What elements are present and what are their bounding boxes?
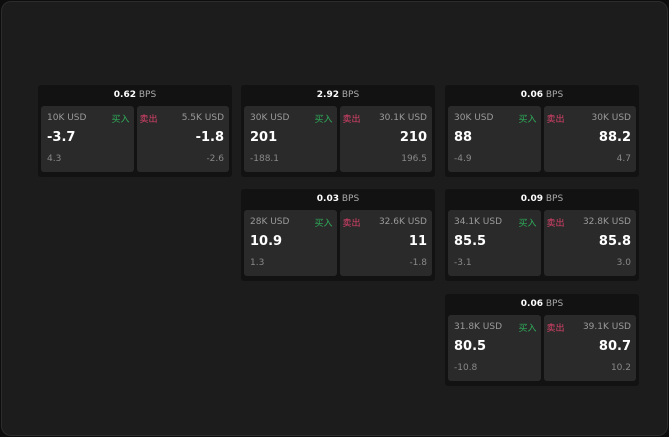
buy-tile[interactable]: 10K USD 买入 -3.7 4.3 bbox=[41, 106, 134, 172]
spread-unit: BPS bbox=[341, 194, 360, 204]
buy-change: 1.3 bbox=[250, 258, 265, 268]
sell-tile[interactable]: 30K USD 卖出 88.2 4.7 bbox=[543, 106, 636, 172]
spread-unit: BPS bbox=[545, 194, 564, 204]
buy-price: -3.7 bbox=[47, 130, 76, 145]
sell-price: 88.2 bbox=[598, 130, 631, 145]
buy-label: 买入 bbox=[314, 219, 333, 229]
spread-value: 0.06 bbox=[520, 299, 543, 309]
sell-change: 4.7 bbox=[616, 154, 631, 164]
buy-label: 买入 bbox=[518, 219, 537, 229]
spread-header: 0.06 BPS bbox=[445, 85, 639, 106]
sell-change: 10.2 bbox=[610, 363, 631, 373]
sell-label: 卖出 bbox=[546, 219, 565, 229]
spread-value: 0.09 bbox=[520, 194, 543, 204]
buy-size: 34.1K USD bbox=[454, 217, 503, 227]
spread-unit: BPS bbox=[545, 90, 564, 100]
buy-size: 30K USD bbox=[250, 113, 290, 123]
buy-price: 80.5 bbox=[454, 339, 487, 354]
sell-price: 11 bbox=[408, 234, 427, 249]
sell-change: -2.6 bbox=[206, 154, 224, 164]
buy-size: 28K USD bbox=[250, 217, 290, 227]
buy-price: 10.9 bbox=[250, 234, 283, 249]
buy-price: 85.5 bbox=[454, 234, 487, 249]
sell-size: 5.5K USD bbox=[181, 113, 224, 123]
buy-change: -188.1 bbox=[250, 154, 280, 164]
buy-tile[interactable]: 34.1K USD 买入 85.5 -3.1 bbox=[448, 210, 541, 276]
sell-label: 卖出 bbox=[342, 219, 361, 229]
buy-size: 10K USD bbox=[47, 113, 87, 123]
spread-header: 0.09 BPS bbox=[445, 189, 639, 210]
buy-tile[interactable]: 28K USD 买入 10.9 1.3 bbox=[244, 210, 337, 276]
buy-change: -3.1 bbox=[454, 258, 472, 268]
spread-header: 0.03 BPS bbox=[241, 189, 435, 210]
sell-price: 210 bbox=[399, 130, 427, 145]
buy-label: 买入 bbox=[518, 115, 537, 125]
quote-card: 0.06 BPS 31.8K USD 买入 80.5 -10.8 39.1K U… bbox=[445, 294, 639, 386]
sell-size: 39.1K USD bbox=[582, 322, 631, 332]
buy-tile[interactable]: 31.8K USD 买入 80.5 -10.8 bbox=[448, 315, 541, 381]
sell-size: 32.6K USD bbox=[378, 217, 427, 227]
quote-card: 0.09 BPS 34.1K USD 买入 85.5 -3.1 32.8K US… bbox=[445, 189, 639, 281]
sell-size: 30.1K USD bbox=[378, 113, 427, 123]
sell-tile[interactable]: 5.5K USD 卖出 -1.8 -2.6 bbox=[136, 106, 229, 172]
spread-value: 0.06 bbox=[520, 90, 543, 100]
buy-size: 31.8K USD bbox=[454, 322, 503, 332]
sell-change: 196.5 bbox=[401, 154, 427, 164]
spread-unit: BPS bbox=[138, 90, 157, 100]
buy-label: 买入 bbox=[111, 115, 130, 125]
spread-unit: BPS bbox=[341, 90, 360, 100]
buy-change: -10.8 bbox=[454, 363, 478, 373]
buy-label: 买入 bbox=[314, 115, 333, 125]
spread-unit: BPS bbox=[545, 299, 564, 309]
spread-header: 0.06 BPS bbox=[445, 294, 639, 315]
sell-change: 3.0 bbox=[616, 258, 631, 268]
sell-tile[interactable]: 32.8K USD 卖出 85.8 3.0 bbox=[543, 210, 636, 276]
sell-tile[interactable]: 30.1K USD 卖出 210 196.5 bbox=[339, 106, 432, 172]
spread-value: 0.62 bbox=[113, 90, 136, 100]
spread-header: 2.92 BPS bbox=[241, 85, 435, 106]
sell-size: 30K USD bbox=[591, 113, 631, 123]
quote-card: 0.62 BPS 10K USD 买入 -3.7 4.3 5.5K USD 卖出… bbox=[38, 85, 232, 177]
sell-label: 卖出 bbox=[342, 115, 361, 125]
buy-change: 4.3 bbox=[47, 154, 62, 164]
buy-size: 30K USD bbox=[454, 113, 494, 123]
buy-tile[interactable]: 30K USD 买入 201 -188.1 bbox=[244, 106, 337, 172]
buy-tile[interactable]: 30K USD 买入 88 -4.9 bbox=[448, 106, 541, 172]
sell-price: 80.7 bbox=[598, 339, 631, 354]
buy-label: 买入 bbox=[518, 324, 537, 334]
sell-label: 卖出 bbox=[546, 115, 565, 125]
buy-price: 201 bbox=[250, 130, 278, 145]
sell-label: 卖出 bbox=[546, 324, 565, 334]
sell-label: 卖出 bbox=[139, 115, 158, 125]
quote-card: 0.06 BPS 30K USD 买入 88 -4.9 30K USD 卖出 8… bbox=[445, 85, 639, 177]
sell-tile[interactable]: 39.1K USD 卖出 80.7 10.2 bbox=[543, 315, 636, 381]
sell-size: 32.8K USD bbox=[582, 217, 631, 227]
spread-value: 0.03 bbox=[316, 194, 339, 204]
sell-price: -1.8 bbox=[195, 130, 224, 145]
sell-tile[interactable]: 32.6K USD 卖出 11 -1.8 bbox=[339, 210, 432, 276]
buy-price: 88 bbox=[454, 130, 473, 145]
sell-change: -1.8 bbox=[409, 258, 427, 268]
sell-price: 85.8 bbox=[598, 234, 631, 249]
quote-card: 0.03 BPS 28K USD 买入 10.9 1.3 32.6K USD 卖… bbox=[241, 189, 435, 281]
quote-card: 2.92 BPS 30K USD 买入 201 -188.1 30.1K USD… bbox=[241, 85, 435, 177]
buy-change: -4.9 bbox=[454, 154, 472, 164]
spread-header: 0.62 BPS bbox=[38, 85, 232, 106]
spread-value: 2.92 bbox=[316, 90, 339, 100]
